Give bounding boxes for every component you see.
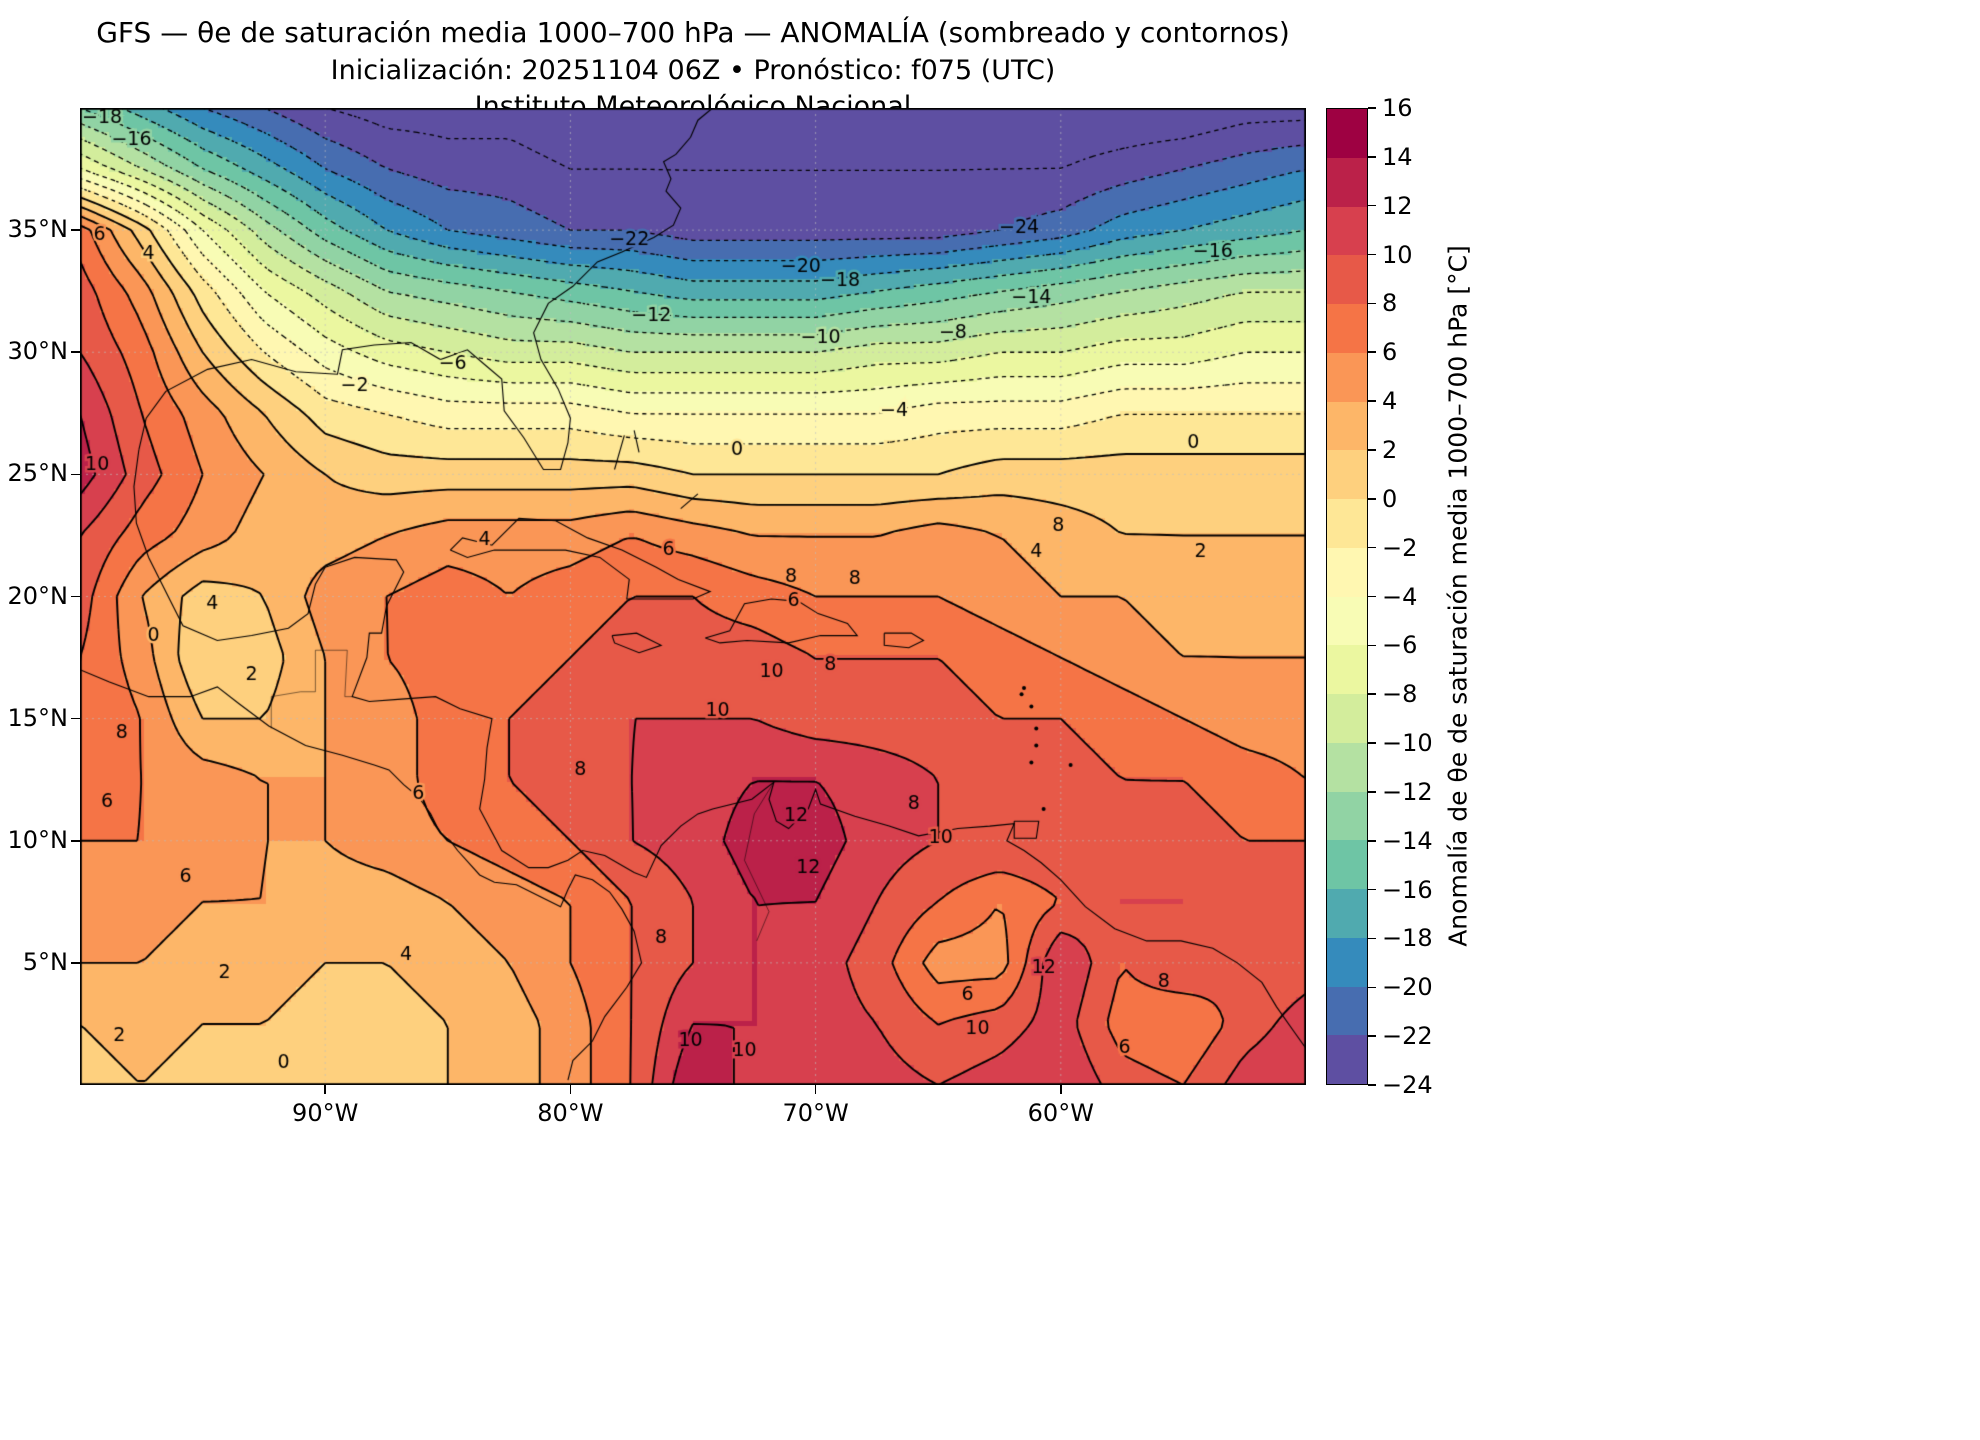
colorbar-tick-label: 2 xyxy=(1382,435,1398,464)
colorbar-tick-mark xyxy=(1368,498,1376,500)
colorbar-tick-mark xyxy=(1368,791,1376,793)
colorbar-tick-mark xyxy=(1368,888,1376,891)
x-tick-mark xyxy=(814,1085,817,1094)
colorbar-segment xyxy=(1327,352,1367,402)
colorbar-tick-label: −14 xyxy=(1382,826,1433,855)
map-canvas xyxy=(80,108,1306,1085)
y-tick-mark xyxy=(71,962,80,964)
colorbar-tick-label: 10 xyxy=(1382,240,1413,269)
y-tick-mark xyxy=(71,595,80,598)
colorbar-tick-mark xyxy=(1368,742,1376,744)
colorbar-segment xyxy=(1327,694,1367,743)
colorbar-tick-mark xyxy=(1368,1035,1376,1037)
x-tick-mark xyxy=(1060,1085,1062,1094)
chart-header: GFS — θe de saturación media 1000–700 hP… xyxy=(0,16,1386,123)
x-tick-mark xyxy=(569,1085,572,1094)
colorbar-tick-mark xyxy=(1368,595,1376,598)
colorbar-segment xyxy=(1327,499,1367,548)
colorbar-tick-label: 12 xyxy=(1382,191,1413,220)
colorbar-segment xyxy=(1327,1035,1367,1084)
y-tick-label: 15°N xyxy=(7,703,69,732)
colorbar-segment xyxy=(1327,986,1367,1036)
x-tick-label: 70°W xyxy=(782,1099,849,1127)
colorbar-tick-mark xyxy=(1368,204,1376,207)
y-tick-label: 5°N xyxy=(22,947,68,976)
y-tick-label: 20°N xyxy=(7,581,69,610)
y-tick-mark xyxy=(71,473,80,476)
colorbar-tick-label: −16 xyxy=(1382,875,1433,904)
colorbar-tick-label: 8 xyxy=(1382,289,1398,318)
colorbar-segment xyxy=(1327,304,1367,353)
colorbar-tick-label: 14 xyxy=(1382,142,1413,171)
colorbar-tick-label: −24 xyxy=(1382,1071,1433,1099)
chart-title: GFS — θe de saturación media 1000–700 hP… xyxy=(96,16,1290,49)
colorbar-tick-label: −6 xyxy=(1382,631,1418,660)
colorbar-tick-mark xyxy=(1368,839,1376,842)
y-tick-mark xyxy=(71,717,80,720)
colorbar-tick-mark xyxy=(1368,986,1376,989)
y-tick-label: 30°N xyxy=(7,337,69,366)
colorbar-tick-mark xyxy=(1368,400,1376,402)
colorbar-segment xyxy=(1327,791,1367,841)
colorbar-segment xyxy=(1327,206,1367,256)
colorbar-segment xyxy=(1327,450,1367,499)
colorbar-tick-mark xyxy=(1368,449,1376,451)
colorbar-tick-mark xyxy=(1368,107,1376,109)
colorbar-segment xyxy=(1327,645,1367,694)
colorbar-label: Anomalía de θe de saturación media 1000–… xyxy=(1443,245,1473,947)
x-tick-label: 60°W xyxy=(1027,1099,1094,1127)
colorbar-tick-mark xyxy=(1368,546,1376,549)
colorbar-tick-label: −2 xyxy=(1382,533,1418,562)
y-tick-label: 25°N xyxy=(7,459,69,488)
colorbar-segment xyxy=(1327,937,1367,987)
colorbar-segment xyxy=(1327,401,1367,451)
x-tick-label: 90°W xyxy=(292,1099,359,1127)
colorbar-tick-mark xyxy=(1368,302,1376,305)
colorbar-tick-label: −22 xyxy=(1382,1022,1433,1051)
colorbar-segment xyxy=(1327,157,1367,207)
colorbar-segment xyxy=(1327,547,1367,597)
colorbar-tick-label: 16 xyxy=(1382,94,1413,122)
chart-subtitle: Inicialización: 20251104 06Z • Pronóstic… xyxy=(330,54,1056,86)
x-tick-label: 80°W xyxy=(537,1099,604,1127)
colorbar-segment xyxy=(1327,840,1367,889)
y-tick-label: 10°N xyxy=(7,825,69,854)
colorbar-tick-label: −18 xyxy=(1382,924,1433,953)
colorbar-segment xyxy=(1327,889,1367,938)
colorbar-tick-label: 4 xyxy=(1382,387,1398,416)
y-tick-label: 35°N xyxy=(7,215,69,244)
colorbar-tick-mark xyxy=(1368,644,1376,647)
colorbar-tick-mark xyxy=(1368,253,1376,256)
x-tick-mark xyxy=(324,1085,326,1094)
colorbar-segment xyxy=(1327,109,1367,158)
colorbar-segment xyxy=(1327,596,1367,646)
colorbar-tick-mark xyxy=(1368,351,1376,354)
colorbar-tick-label: −8 xyxy=(1382,680,1418,709)
y-tick-mark xyxy=(71,351,80,354)
colorbar-tick-mark xyxy=(1368,693,1376,695)
colorbar xyxy=(1326,108,1368,1085)
colorbar-tick-label: −4 xyxy=(1382,582,1418,611)
colorbar-tick-mark xyxy=(1368,937,1376,940)
y-tick-mark xyxy=(71,229,80,231)
colorbar-segment xyxy=(1327,742,1367,792)
colorbar-segment xyxy=(1327,255,1367,304)
colorbar-tick-label: −20 xyxy=(1382,973,1433,1002)
colorbar-tick-mark xyxy=(1368,156,1376,158)
colorbar-tick-label: 0 xyxy=(1382,484,1398,513)
y-tick-mark xyxy=(71,839,80,842)
colorbar-tick-mark xyxy=(1368,1084,1376,1086)
colorbar-tick-label: −10 xyxy=(1382,729,1433,758)
colorbar-tick-label: −12 xyxy=(1382,777,1433,806)
colorbar-tick-label: 6 xyxy=(1382,338,1398,367)
